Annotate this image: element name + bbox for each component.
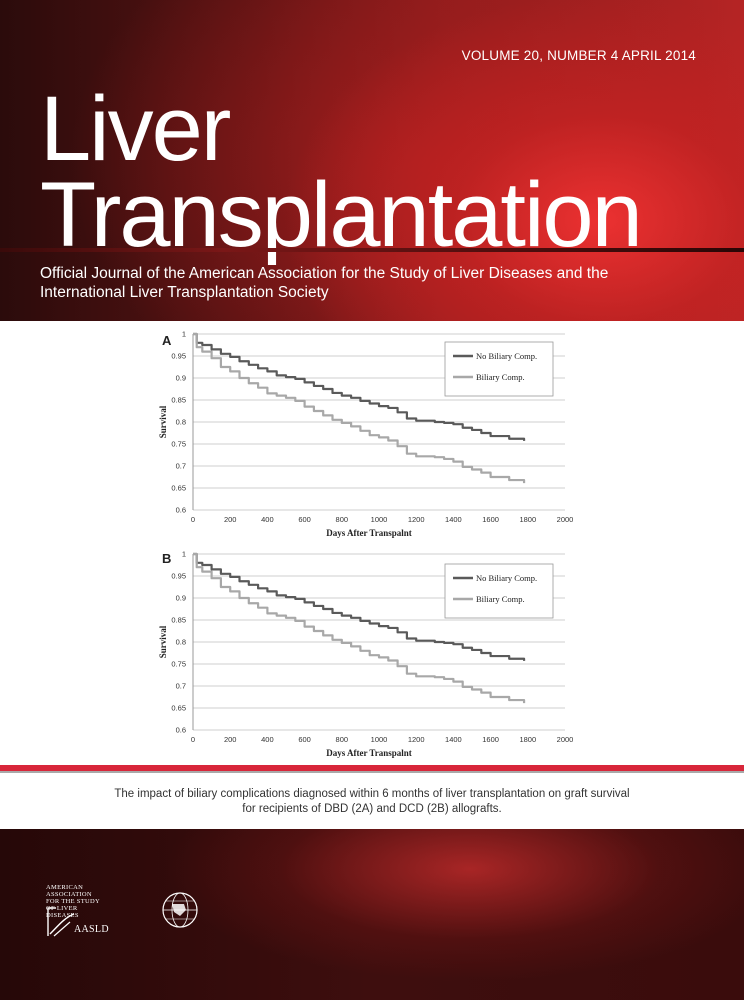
aasld-logo <box>47 907 75 937</box>
chart-a-legend-label: Biliary Comp. <box>476 372 525 382</box>
caption-line2: for recipients of DBD (2A) and DCD (2B) … <box>242 803 502 815</box>
figure-panel <box>0 321 744 829</box>
chart-b-legend-label: No Biliary Comp. <box>476 573 537 583</box>
chart-b-x-tick-label: 2000 <box>557 735 574 744</box>
chart-a-series-line-no-biliary <box>193 332 526 441</box>
chart-a-y-tick-label: 0.9 <box>176 374 186 383</box>
chart-a-x-tick-label: 2000 <box>557 515 574 524</box>
chart-a-x-tick-label: 800 <box>336 515 349 524</box>
chart-a-y-tick-label: 0.85 <box>171 396 186 405</box>
aasld-logo-name: AASLD <box>74 924 109 935</box>
chart-a-y-axis-title: Survival <box>158 405 168 438</box>
chart-a-x-tick-label: 1800 <box>519 515 536 524</box>
chart-a-panel-label: A <box>162 333 172 348</box>
survival-charts: 0.6 0.65 0.7 0.75 0.8 0.85 0.9 0.95 1 0 200 400 600 8… <box>158 330 574 759</box>
chart-b-y-tick-label: 0.8 <box>176 638 186 647</box>
aasld-logo-tagline: American Association for the Study of Li… <box>46 884 100 919</box>
chart-b-x-axis-title: Days After Transpalnt <box>326 748 412 758</box>
volume-issue-line: VOLUME 20, NUMBER 4 APRIL 2014 <box>461 48 696 63</box>
chart-b-x-tick-label: 1800 <box>519 735 536 744</box>
chart-a-x-tick-label: 0 <box>191 515 195 524</box>
subtitle-line2: International Liver Transplantation Soci… <box>40 284 329 301</box>
chart-a-x-tick-label: 1600 <box>482 515 499 524</box>
chart-a-series-line-biliary <box>193 332 526 484</box>
chart-a-x-tick-label: 200 <box>224 515 237 524</box>
chart-b-x-tick-label: 1000 <box>371 735 388 744</box>
chart-b-x-tick-label: 1400 <box>445 735 462 744</box>
chart-a-x-tick-label: 600 <box>298 515 311 524</box>
chart-a-y-tick-label: 0.6 <box>176 506 186 515</box>
chart-a-x-tick-label: 1400 <box>445 515 462 524</box>
chart-b-x-tick-label: 200 <box>224 735 237 744</box>
chart-b-x-tick-label: 0 <box>191 735 195 744</box>
figure-caption: The impact of biliary complications diag… <box>0 787 744 817</box>
chart-b-x-tick-label: 1200 <box>408 735 425 744</box>
chart-b-x-tick-label: 1600 <box>482 735 499 744</box>
journal-subtitle: Official Journal of the American Associa… <box>40 264 720 302</box>
chart-b-x-tick-label: 800 <box>336 735 349 744</box>
chart-a-y-tick-label: 0.75 <box>171 440 186 449</box>
chart-b-y-tick-label: 0.9 <box>176 594 186 603</box>
chart-b-y-tick-label: 0.75 <box>171 660 186 669</box>
chart-a-legend-box <box>444 341 554 397</box>
chart-b-x-tick-label: 400 <box>261 735 274 744</box>
chart-a-x-tick-label: 1200 <box>408 515 425 524</box>
chart-a-y-tick-label: 1 <box>182 330 186 339</box>
journal-title-line2: Transplantation <box>40 164 643 266</box>
chart-a-y-tick-label: 0.95 <box>171 352 186 361</box>
chart-a-y-tick-label: 0.7 <box>176 462 186 471</box>
chart-a-x-tick-label: 400 <box>261 515 274 524</box>
gray-divider <box>0 771 744 773</box>
chart-a-x-tick-label: 1000 <box>371 515 388 524</box>
chart-a-legend-label: No Biliary Comp. <box>476 351 537 361</box>
chart-b-y-tick-label: 0.7 <box>176 682 186 691</box>
chart-b-series-line-biliary <box>193 552 526 704</box>
caption-line1: The impact of biliary complications diag… <box>114 788 630 800</box>
subtitle-line1: Official Journal of the American Associa… <box>40 265 609 282</box>
footer-background <box>0 829 744 1000</box>
title-rule <box>0 248 744 252</box>
chart-a-x-axis-title: Days After Transpalnt <box>326 528 412 538</box>
chart-b-legend-box <box>444 563 554 619</box>
chart-b-y-tick-label: 1 <box>182 550 186 559</box>
chart-b-y-tick-label: 0.85 <box>171 616 186 625</box>
chart-b-y-tick-label: 0.65 <box>171 704 186 713</box>
chart-b-series-line-no-biliary <box>193 552 526 661</box>
chart-b-x-tick-label: 600 <box>298 735 311 744</box>
chart-b-legend-label: Biliary Comp. <box>476 594 525 604</box>
chart-a-y-tick-label: 0.8 <box>176 418 186 427</box>
red-divider <box>0 765 744 771</box>
chart-a-y-tick-label: 0.65 <box>171 484 186 493</box>
chart-b-y-axis-title: Survival <box>158 625 168 658</box>
journal-title-line1: Liver <box>40 78 231 180</box>
header-background <box>0 0 744 321</box>
chart-b-panel-label: B <box>162 551 171 566</box>
chart-b-y-tick-label: 0.6 <box>176 726 186 735</box>
ilts-globe-logo <box>162 892 198 928</box>
journal-title: Liver Transplantation <box>40 78 643 266</box>
chart-b-y-tick-label: 0.95 <box>171 572 186 581</box>
